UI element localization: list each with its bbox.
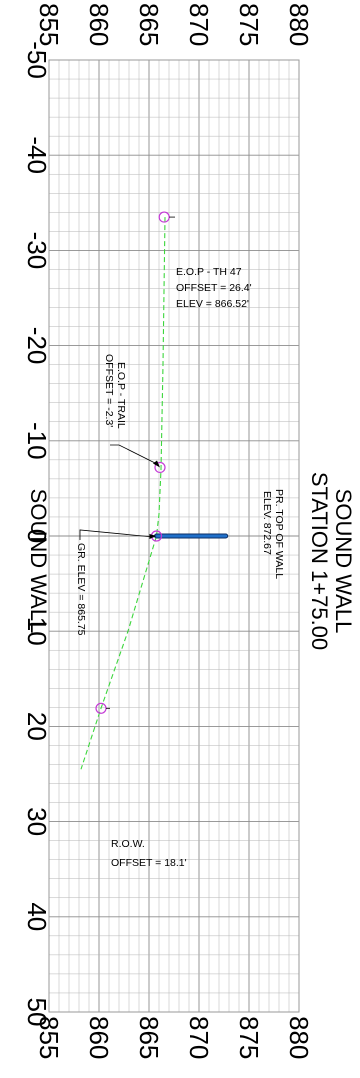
y-tick-label-top: 875 — [234, 3, 264, 46]
arrowhead-ground-elev — [149, 534, 157, 539]
x-tick-label: 0 — [22, 529, 52, 543]
label-eop-th47-name: E.O.P - TH 47 — [176, 266, 242, 278]
y-tick-label-bottom: 880 — [284, 1016, 314, 1059]
ground-profile-line — [80, 217, 166, 770]
y-tick-label-bottom: 855 — [34, 1016, 64, 1059]
label-eop-trail-offset: OFFSET = -2.3' — [103, 354, 115, 427]
y-tick-label-bottom: 865 — [134, 1016, 164, 1059]
x-tick-label: -10 — [22, 422, 52, 460]
chart-title-line-1: SOUND WALL — [331, 489, 356, 634]
x-tick-label: -50 — [22, 41, 52, 79]
x-tick-label: 10 — [22, 617, 52, 646]
label-eop-th47-offset: OFFSET = 26.4' — [176, 282, 252, 294]
y-tick-label-bottom: 875 — [234, 1016, 264, 1059]
annotations: E.O.P - TH 47 OFFSET = 26.4' ELEV = 866.52… — [26, 216, 356, 869]
chart-title-line-2: STATION 1+75.00 — [307, 472, 332, 650]
label-wall-elev: ELEV. 872.67 — [261, 491, 273, 555]
leader-ground-elev — [79, 529, 154, 540]
x-tick-label: -40 — [22, 136, 52, 174]
y-tick-label-top: 855 — [34, 3, 64, 46]
x-tick-label: 30 — [22, 807, 52, 836]
x-tick-label: 50 — [22, 998, 52, 1027]
y-tick-label-top: 880 — [284, 3, 314, 46]
label-row-name: R.O.W. — [111, 838, 145, 850]
y-tick-label-top: 870 — [184, 3, 214, 46]
arrowhead-eop-trail — [153, 460, 160, 468]
x-axis-label: SOUND WALL — [26, 489, 51, 634]
point-eop-trail — [154, 461, 166, 474]
label-row-offset: OFFSET = 18.1' — [111, 857, 187, 869]
point-eop-th47 — [158, 211, 170, 223]
x-tick-label: -20 — [22, 327, 52, 365]
label-ground-elev: GR. ELEV = 865.75 — [75, 543, 87, 636]
leader-eop-trail — [110, 444, 159, 465]
y-tick-labels: 855 855 860 860 865 865 870 870 875 875 880 880 — [34, 3, 314, 1059]
x-tick-labels: -50 -40 -30 -20 -10 0 10 20 30 40 50 — [22, 41, 52, 1026]
x-tick-label: 20 — [22, 712, 52, 741]
y-tick-label-bottom: 860 — [84, 1016, 114, 1059]
x-tick-label: 40 — [22, 902, 52, 931]
label-eop-trail-name: E.O.P - TRAIL — [115, 362, 127, 429]
y-tick-label-bottom: 870 — [184, 1016, 214, 1059]
y-tick-label-top: 860 — [84, 3, 114, 46]
plot-frame — [48, 59, 300, 1013]
chart-marks — [80, 211, 229, 770]
y-tick-label-top: 865 — [134, 3, 164, 46]
label-eop-th47-elev: ELEV = 866.52' — [176, 298, 249, 310]
x-tick-label: -30 — [22, 232, 52, 270]
label-wall-top: PR. TOP OF WALL — [273, 489, 285, 579]
